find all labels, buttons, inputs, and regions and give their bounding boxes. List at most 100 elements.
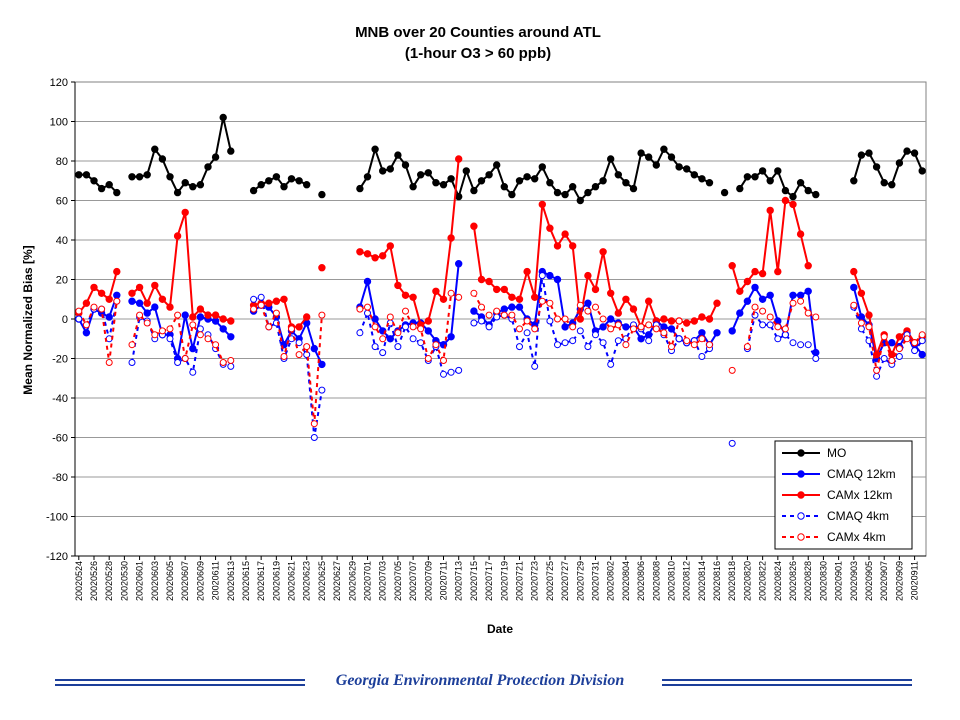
data-point [439,295,448,303]
data-point [257,301,265,309]
data-point [82,299,91,307]
data-point [592,331,599,339]
data-point [516,325,523,333]
data-point [797,297,805,305]
data-point [523,317,531,325]
data-point [538,200,546,209]
x-tick-label: 20020731 [590,561,600,601]
series-mo [75,113,926,205]
data-point [546,271,554,280]
data-point [196,181,205,189]
data-point [227,147,235,155]
data-point [569,242,577,250]
data-point [75,307,83,315]
data-point [804,341,812,349]
data-point [804,186,812,195]
data-point [766,206,774,215]
data-point [607,289,615,297]
data-point [310,420,318,428]
data-point [584,271,592,280]
data-point [515,303,524,311]
data-point [500,285,508,294]
data-point [386,335,394,343]
data-point [751,267,759,276]
y-tick-label: 80 [56,156,68,168]
data-point [531,175,539,183]
data-point [614,337,622,345]
x-tick-label: 20020717 [484,561,494,601]
data-point [873,372,881,380]
data-point [751,283,759,292]
data-point [629,305,638,313]
x-tick-label: 20020715 [469,561,479,601]
data-point [402,323,409,331]
x-tick-label: 20020524 [74,561,84,601]
data-point [774,267,782,276]
x-tick-label: 20020828 [803,561,813,601]
data-point [683,337,691,345]
data-point [158,295,167,303]
x-tick-label: 20020709 [423,561,433,601]
data-point [113,267,121,276]
data-point [295,323,303,331]
x-tick-label: 20020528 [104,561,114,601]
data-point [675,317,683,325]
x-tick-label: 20020703 [378,561,388,601]
data-point [447,175,455,183]
data-point [105,295,113,303]
data-point [576,327,584,335]
data-point [865,311,873,319]
data-point [743,343,751,351]
data-point [189,321,197,329]
legend-swatch-marker [797,491,805,499]
x-tick-label: 20020705 [393,561,403,601]
data-point [592,303,599,311]
data-point [850,267,858,276]
x-tick-label: 20020526 [89,561,99,601]
data-point [629,184,638,193]
data-point [584,343,592,351]
data-point [265,323,273,331]
data-point [211,153,220,161]
data-point [128,297,136,305]
data-point [440,357,447,364]
data-point [622,295,630,303]
legend-label: CAMx 4km [827,530,886,544]
data-point [705,315,714,323]
data-point [356,305,364,313]
data-point [728,327,736,335]
data-point [98,305,106,313]
data-point [546,317,554,325]
data-point [379,252,387,260]
data-point [295,339,303,347]
data-point [789,339,797,347]
data-point [249,186,258,195]
data-point [569,183,577,191]
data-point [690,171,698,179]
data-point [888,181,896,189]
data-point [599,315,607,323]
x-tick-label: 20020625 [317,561,327,601]
series-line [253,296,323,438]
data-point [181,208,189,217]
data-point [743,173,752,181]
data-point [151,303,159,311]
data-point [470,222,478,230]
x-tick-label: 20020713 [454,561,464,601]
data-point [211,311,220,319]
data-point [417,325,425,333]
data-point [888,357,896,364]
data-point [227,317,235,325]
series-line [852,304,923,371]
data-point [196,331,204,339]
data-point [401,291,410,299]
data-point [796,291,805,299]
x-tick-label: 20020719 [499,561,509,601]
data-point [409,335,417,343]
data-point [789,200,797,209]
x-tick-label: 20020609 [195,561,205,601]
data-point [728,262,736,270]
data-point [82,171,91,179]
data-point [698,353,706,360]
data-point [523,267,531,276]
